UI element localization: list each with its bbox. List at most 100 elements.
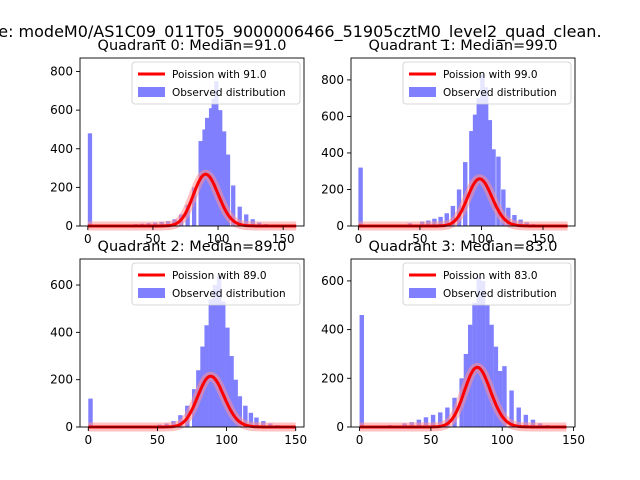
legend-label-poisson: Poission with 91.0 (172, 69, 267, 81)
histogram-bar (430, 414, 436, 427)
histogram-bar (211, 98, 216, 226)
histogram-bar (192, 187, 197, 226)
legend-bar-swatch (138, 87, 165, 97)
subplot-title: Quadrant 3: Median=83.0 (369, 239, 558, 255)
histogram-bar (233, 379, 238, 427)
axes-frame (79, 258, 305, 428)
histogram-bar (444, 213, 449, 226)
x-tick-label: 100 (491, 433, 514, 447)
y-tick-label: 800 (321, 73, 344, 87)
y-tick-label: 600 (50, 278, 73, 292)
x-tick-label: 50 (423, 433, 438, 447)
x-tick-label: 100 (215, 433, 238, 447)
histogram-bar (221, 131, 227, 226)
histogram-bar (225, 327, 230, 427)
y-tick-label: 0 (336, 420, 344, 434)
subplot-2: Quadrant 2: Median=89.0 0 50 100 150 0 200 400 6… (50, 239, 307, 447)
x-tick-label: 150 (562, 433, 585, 447)
subplot-title: Quadrant 0: Median=91.0 (98, 38, 287, 54)
axes-frame (350, 258, 576, 428)
axes-frame (350, 57, 576, 227)
x-tick-label: 100 (470, 232, 493, 246)
histogram-bar (212, 285, 218, 427)
x-tick-label: 0 (84, 232, 92, 246)
x-tick-label: 0 (356, 433, 364, 447)
legend-label-observed: Observed distribution (443, 288, 557, 300)
histogram-bar (248, 412, 254, 427)
histogram-bar (476, 276, 481, 427)
histogram-bar (491, 149, 496, 226)
y-tick-label: 600 (50, 103, 73, 117)
histogram-bar (358, 167, 363, 226)
histogram-bar (423, 417, 429, 427)
histogram-bar (218, 110, 223, 226)
x-tick-label: 150 (272, 232, 295, 246)
histogram-bar (237, 206, 242, 226)
histogram-bar (493, 346, 499, 427)
histogram-bar (480, 280, 486, 427)
subplot-title: Quadrant 1: Median=99.0 (369, 38, 558, 54)
histogram-bar (438, 412, 443, 427)
y-tick-label: 400 (50, 325, 73, 339)
x-tick-label: 150 (532, 232, 555, 246)
y-tick-label: 600 (321, 109, 344, 123)
histogram-bar (88, 398, 93, 427)
histogram-bar (496, 156, 501, 226)
histogram-bar (501, 189, 506, 226)
subplot-0: Quadrant 0: Median=91.0 0 50 100 150 0 200 400 6… (50, 38, 305, 246)
legend-bar-swatch (409, 87, 436, 97)
x-tick-label: 50 (145, 232, 160, 246)
figure-title: n file: modeM0/AS1C09_011T05_9000006466_… (0, 22, 602, 42)
histogram-bar (231, 185, 236, 226)
y-tick-label: 200 (50, 373, 73, 387)
subplot-title: Quadrant 2: Median=89.0 (98, 239, 287, 255)
axes-frame (79, 57, 305, 227)
histogram-bar (509, 390, 514, 427)
histogram-bar (214, 81, 219, 226)
y-tick-label: 600 (321, 274, 344, 288)
subplot-1: Quadrant 1: Median=99.0 0 50 100 150 0 200 400 6… (321, 38, 576, 246)
legend-label-poisson: Poission with 83.0 (443, 270, 538, 282)
histogram-bar (472, 114, 478, 226)
legend-box (402, 262, 572, 306)
subplot-3: Quadrant 3: Median=83.0 0 50 100 150 0 200 400 6… (321, 239, 585, 447)
subplots: Quadrant 0: Median=91.0 0 50 100 150 0 200 400 6… (0, 22, 602, 447)
histogram-bar (229, 356, 234, 427)
x-tick-label: 150 (284, 433, 307, 447)
x-tick-label: 0 (355, 232, 363, 246)
legend-label-poisson: Poission with 99.0 (443, 69, 538, 81)
x-tick-label: 100 (207, 232, 230, 246)
histogram-bar (450, 205, 456, 226)
y-tick-label: 200 (321, 371, 344, 385)
histogram-bar (483, 87, 489, 226)
histogram-bar (208, 108, 214, 226)
histogram-bar (480, 74, 485, 226)
y-tick-label: 0 (65, 219, 73, 233)
y-tick-label: 200 (50, 180, 73, 194)
x-tick-label: 50 (412, 232, 427, 246)
y-tick-label: 400 (321, 146, 344, 160)
histogram-bar (221, 301, 226, 427)
y-tick-label: 400 (321, 323, 344, 337)
histogram-bar (244, 214, 249, 226)
legend-box (131, 61, 301, 105)
legend-bar-swatch (409, 288, 436, 298)
histogram-bar (476, 98, 481, 226)
histogram-bar (208, 299, 214, 427)
y-tick-label: 200 (321, 182, 344, 196)
histogram-bar (485, 305, 490, 427)
y-tick-label: 0 (65, 420, 73, 434)
legend-label-poisson: Poission with 89.0 (172, 270, 267, 282)
histogram-bar (487, 120, 493, 226)
histogram-bar (516, 407, 521, 427)
histogram-bar (502, 366, 507, 427)
histogram-bar (225, 154, 231, 226)
histogram-bar (216, 275, 222, 427)
legend-label-observed: Observed distribution (172, 288, 286, 300)
legend-label-observed: Observed distribution (443, 87, 557, 99)
histogram-bar (254, 417, 259, 427)
legend-box (131, 262, 301, 306)
x-tick-label: 50 (150, 433, 165, 447)
y-tick-label: 400 (50, 142, 73, 156)
